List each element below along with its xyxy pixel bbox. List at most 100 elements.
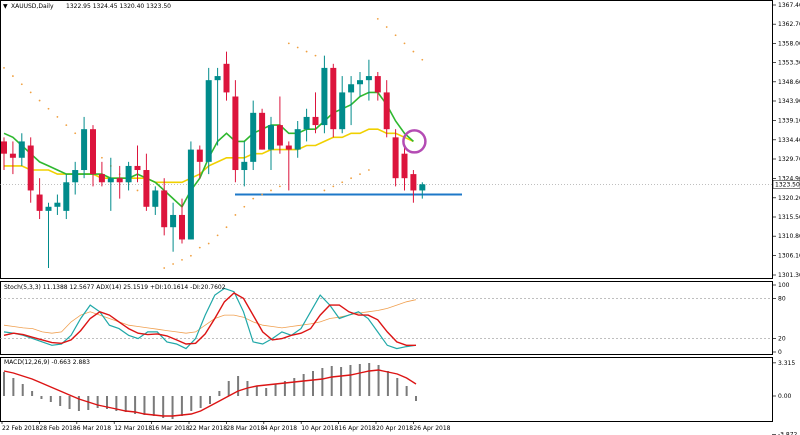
candle-body xyxy=(45,206,52,211)
macd-histogram-bar xyxy=(143,396,146,415)
macd-histogram-bar xyxy=(312,371,314,396)
psar-dot xyxy=(252,197,255,200)
psar-dot xyxy=(270,189,272,192)
price-tick-label: 1348.60 xyxy=(778,79,800,86)
macd-histogram-bar xyxy=(49,396,52,402)
stoch-main-line xyxy=(3,287,417,350)
candle-body xyxy=(54,202,61,207)
macd-histogram-bar xyxy=(59,396,62,406)
candle-body xyxy=(410,174,417,191)
psar-dot xyxy=(287,42,290,45)
psar-dot xyxy=(314,54,317,57)
psar-dot xyxy=(261,193,263,196)
stoch-signal-line xyxy=(3,292,416,346)
candle-body xyxy=(214,76,221,81)
candle-body xyxy=(1,141,7,154)
macd-axis: 3.315 0.00 -3.872 xyxy=(772,360,798,435)
macd-histogram-bar xyxy=(152,396,155,416)
current-price-label: 1323.50 xyxy=(775,181,800,188)
price-tick-label: 1310.80 xyxy=(778,233,800,240)
psar-dot xyxy=(29,91,32,94)
price-tick-label: 1329.70 xyxy=(778,156,800,163)
candle-body xyxy=(205,80,212,162)
psar-dot xyxy=(38,99,41,102)
psar-dot xyxy=(101,156,103,159)
time-tick-label: 28 Mar 2018 xyxy=(226,425,264,432)
macd-histogram-bar xyxy=(293,378,296,396)
candle-body xyxy=(383,92,390,130)
candle-body xyxy=(374,76,381,93)
candle-body xyxy=(196,149,203,162)
psar-dot xyxy=(305,50,308,53)
stoch-panel-frame xyxy=(0,281,773,355)
candle-body xyxy=(81,129,88,171)
macd-histogram-bar xyxy=(386,371,389,396)
psar-dot xyxy=(20,83,23,86)
psar-dot xyxy=(56,116,59,118)
time-tick-label: 22 Mar 2018 xyxy=(189,425,227,432)
stoch-level-lines xyxy=(0,298,772,339)
time-axis[interactable]: 22 Feb 2018 28 Feb 2018 6 Mar 2018 12 Mar 2… xyxy=(1,421,451,432)
candle-body xyxy=(232,96,239,171)
macd-histogram-bar xyxy=(358,364,361,396)
candle-body xyxy=(9,153,16,158)
psar-dot xyxy=(394,34,397,37)
price-tick-label: 1306.10 xyxy=(778,252,800,259)
macd-histogram-bar xyxy=(330,366,333,396)
psar-dot xyxy=(359,173,361,176)
chart-dropdown-icon[interactable]: ▼ xyxy=(3,3,8,10)
psar-dot xyxy=(207,242,210,245)
macd-histogram-bar xyxy=(209,396,211,404)
time-tick-label: 10 Apr 2018 xyxy=(301,425,338,432)
macd-histogram-bar xyxy=(96,396,99,408)
psar-dot xyxy=(296,46,299,49)
macd-histogram-bar xyxy=(368,363,371,396)
macd-histogram-bar xyxy=(199,396,202,408)
psar-dot xyxy=(181,258,183,261)
psar-dot xyxy=(341,181,344,184)
candle-body xyxy=(116,178,123,183)
candle-body xyxy=(419,184,426,191)
psar-dot xyxy=(190,254,192,257)
candle-body xyxy=(72,170,79,183)
candle-body xyxy=(312,116,319,126)
price-tick-label: 1353.30 xyxy=(778,60,800,67)
current-price-box xyxy=(772,180,800,189)
ohlc-values: 1322.95 1324.45 1320.40 1323.50 xyxy=(66,3,171,10)
candle-body xyxy=(241,161,248,171)
price-tick-label: 1339.10 xyxy=(778,118,800,125)
price-tick-label: 1358.00 xyxy=(778,40,800,47)
price-axis[interactable]: 1367.40 1362.70 1358.00 1353.30 1348.60 1343.… xyxy=(772,2,800,279)
stoch-tick-label: 100 xyxy=(778,282,790,289)
candle-body xyxy=(152,190,159,207)
candle-body xyxy=(276,125,283,146)
time-tick-label: 26 Apr 2018 xyxy=(413,425,450,432)
macd-histogram-bar xyxy=(134,396,137,414)
macd-histogram-bar xyxy=(377,365,380,396)
macd-histogram-bar xyxy=(106,396,108,409)
macd-histogram-bar xyxy=(274,384,277,396)
highlight-circle xyxy=(402,129,427,154)
psar-dot xyxy=(323,189,326,192)
candle-body xyxy=(27,145,34,191)
macd-histogram-bar xyxy=(68,396,71,409)
price-tick-label: 1362.70 xyxy=(778,21,800,28)
psar-dot xyxy=(216,234,219,237)
parabolic-sar-dots xyxy=(3,17,424,269)
candle-body xyxy=(107,178,114,183)
macd-tick-label: -3.872 xyxy=(778,432,798,435)
price-tick-label: 1301.30 xyxy=(778,272,800,279)
price-tick-label: 1367.40 xyxy=(778,2,800,9)
macd-histogram-bar xyxy=(3,372,5,396)
macd-histogram-bar xyxy=(415,396,417,401)
time-tick-label: 28 Feb 2018 xyxy=(39,425,77,432)
stoch-tick-label: 80 xyxy=(778,295,786,302)
macd-histogram-bar xyxy=(180,396,183,416)
highlight-circle-layer xyxy=(402,129,427,154)
candle-body xyxy=(125,165,132,183)
macd-histogram-bar xyxy=(124,396,127,412)
stochastic-adx-lines xyxy=(3,287,417,350)
candle-body xyxy=(187,149,194,240)
psar-dot xyxy=(12,75,14,77)
